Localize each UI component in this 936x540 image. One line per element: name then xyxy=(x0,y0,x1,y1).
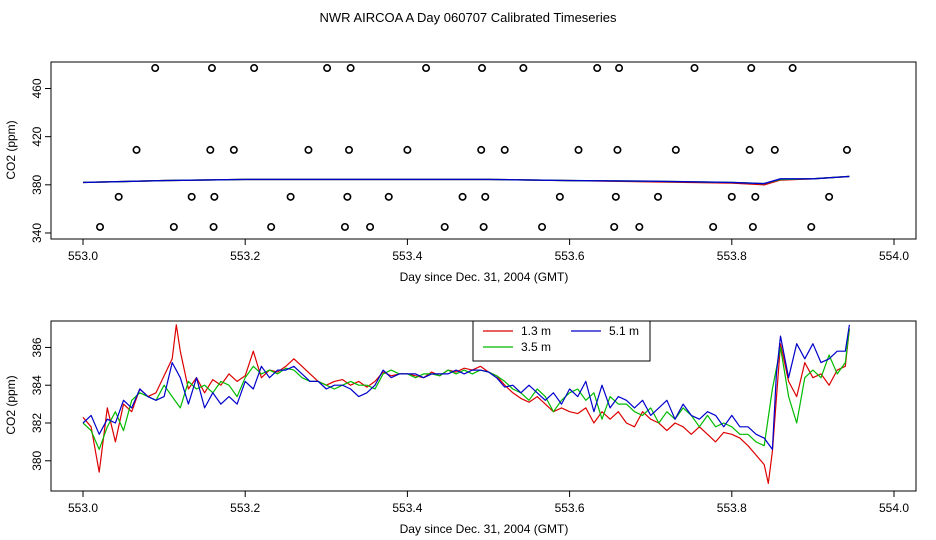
x-tick-label: 554.0 xyxy=(879,249,909,263)
legend: 1.3 m 5.1 m 3.5 m xyxy=(472,320,651,362)
calibration-point xyxy=(250,64,259,73)
calibration-point xyxy=(229,145,238,154)
x-tick-label: 553.4 xyxy=(392,501,422,515)
x-tick-label: 553.0 xyxy=(68,249,98,263)
calibration-points-group xyxy=(96,64,851,231)
x-tick-label: 553.8 xyxy=(717,501,747,515)
calibration-point xyxy=(747,64,756,73)
calibration-point xyxy=(727,192,736,201)
calibration-point xyxy=(187,192,196,201)
x-axis-label-top: Day since Dec. 31, 2004 (GMT) xyxy=(400,270,569,284)
calibration-point xyxy=(458,192,467,201)
calibration-point xyxy=(403,145,412,154)
calibration-point xyxy=(807,222,816,231)
calibration-point xyxy=(519,64,528,73)
calibration-point xyxy=(286,192,295,201)
calibration-point xyxy=(690,64,699,73)
y-tick-label: 420 xyxy=(30,126,44,146)
x-tick-label: 554.0 xyxy=(879,501,909,515)
calibration-point xyxy=(169,222,178,231)
calibration-point xyxy=(770,145,779,154)
x-tick-label: 553.4 xyxy=(392,249,422,263)
calibration-point xyxy=(323,64,332,73)
calibration-point xyxy=(151,64,160,73)
calibration-point xyxy=(555,192,564,201)
y-tick-label: 382 xyxy=(30,413,44,433)
figure-title: NWR AIRCOA A Day 060707 Calibrated Times… xyxy=(320,10,617,25)
x-tick-label: 553.6 xyxy=(555,501,585,515)
calibration-point xyxy=(114,192,123,201)
calibration-point xyxy=(132,145,141,154)
y-axis-label-top: CO2 (ppm) xyxy=(4,120,18,179)
legend-label-3-5m: 3.5 m xyxy=(521,340,551,354)
calibration-point xyxy=(748,222,757,231)
series-group-bottom xyxy=(82,324,850,484)
x-tick-label: 553.2 xyxy=(230,249,260,263)
y-tick-label: 460 xyxy=(30,78,44,98)
calibration-point xyxy=(593,64,602,73)
calibration-point xyxy=(207,64,216,73)
calibration-point xyxy=(478,64,487,73)
calibration-point xyxy=(842,145,851,154)
axis-ticks-top: 553.0 553.2 553.4 553.6 553.8 554.0 340 380 420 4… xyxy=(30,78,909,263)
legend-label-5-1m: 5.1 m xyxy=(609,324,639,338)
calibration-point xyxy=(209,222,218,231)
calibration-point xyxy=(500,145,509,154)
legend-label-1-3m: 1.3 m xyxy=(521,324,551,338)
y-tick-label: 384 xyxy=(30,375,44,395)
calibration-point xyxy=(653,192,662,201)
x-tick-label: 553.8 xyxy=(717,249,747,263)
legend-box xyxy=(472,320,651,362)
calibration-point xyxy=(440,222,449,231)
series-line-3-5-m xyxy=(82,328,850,450)
plot-frame-top xyxy=(50,61,917,240)
calibration-point xyxy=(825,192,834,201)
y-tick-label: 340 xyxy=(30,223,44,243)
calibration-point xyxy=(538,222,547,231)
calibration-point xyxy=(574,145,583,154)
calibration-point xyxy=(346,64,355,73)
x-tick-label: 553.0 xyxy=(68,501,98,515)
calibration-point xyxy=(304,145,313,154)
calibration-point xyxy=(745,145,754,154)
x-tick-label: 553.2 xyxy=(230,501,260,515)
calibration-point xyxy=(267,222,276,231)
series-group-top xyxy=(82,175,850,186)
calibration-point xyxy=(422,64,431,73)
axis-ticks-bottom: 553.0 553.2 553.4 553.6 553.8 554.0 380 382 384 3… xyxy=(30,337,909,515)
series-line-1-3-m xyxy=(82,324,850,484)
calibration-point xyxy=(384,192,393,201)
co2-detail-panel: 553.0 553.2 553.4 553.6 553.8 554.0 380 382 384 3… xyxy=(4,320,917,536)
calibration-point xyxy=(610,222,619,231)
y-tick-label: 380 xyxy=(30,450,44,470)
calibration-point xyxy=(206,145,215,154)
x-axis-label-bottom: Day since Dec. 31, 2004 (GMT) xyxy=(400,522,569,536)
calibration-point xyxy=(96,222,105,231)
calibration-point xyxy=(751,192,760,201)
calibration-point xyxy=(481,192,490,201)
calibration-point xyxy=(613,145,622,154)
series-line-5-1-m xyxy=(82,175,850,185)
calibration-point xyxy=(479,222,488,231)
calibration-point xyxy=(477,145,486,154)
y-tick-label: 386 xyxy=(30,337,44,357)
calibration-point xyxy=(615,64,624,73)
y-tick-label: 380 xyxy=(30,174,44,194)
calibration-point xyxy=(210,192,219,201)
calibration-point xyxy=(788,64,797,73)
calibration-point xyxy=(671,145,680,154)
calibration-point xyxy=(366,222,375,231)
calibration-point xyxy=(709,222,718,231)
calibration-point xyxy=(343,192,352,201)
calibration-point xyxy=(340,222,349,231)
calibration-point xyxy=(635,222,644,231)
x-tick-label: 553.6 xyxy=(555,249,585,263)
series-line-5-1-m xyxy=(82,324,850,450)
calibration-point xyxy=(611,192,620,201)
calibration-point xyxy=(345,145,354,154)
y-axis-label-bottom: CO2 (ppm) xyxy=(4,375,18,434)
co2-calibration-panel: 553.0 553.2 553.4 553.6 553.8 554.0 340 380 420 4… xyxy=(4,61,917,284)
